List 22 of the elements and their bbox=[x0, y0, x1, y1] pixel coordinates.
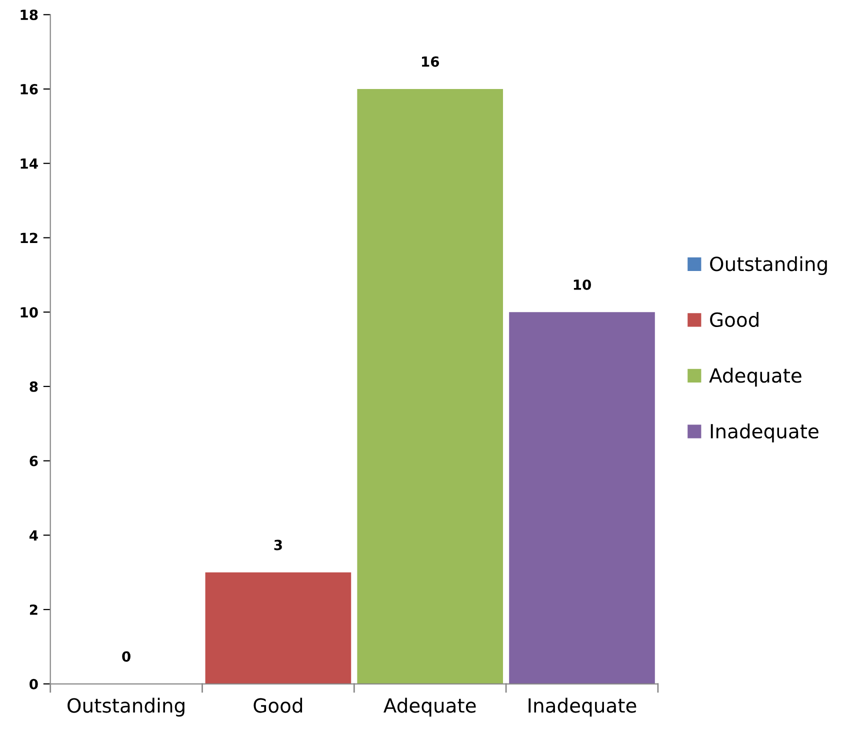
legend-label: Inadequate bbox=[710, 424, 818, 442]
y-tick-label: 4 bbox=[30, 530, 38, 540]
y-tick-label: 14 bbox=[20, 158, 38, 169]
y-tick-label: 16 bbox=[20, 84, 38, 94]
y-tick-label: 8 bbox=[30, 381, 38, 392]
y-tick-label: 18 bbox=[20, 10, 38, 20]
legend-label: Adequate bbox=[709, 368, 802, 387]
x-tick-label: Inadequate bbox=[528, 698, 636, 717]
y-tick-label: 0 bbox=[30, 678, 38, 690]
data-label: 3 bbox=[274, 540, 282, 550]
y-tick-label: 10 bbox=[20, 307, 38, 318]
x-tick-label: Adequate bbox=[384, 698, 476, 717]
x-tick-label: Good bbox=[254, 698, 302, 713]
data-label: 10 bbox=[574, 279, 591, 290]
y-tick-label: 12 bbox=[20, 232, 38, 244]
legend-label: Good bbox=[710, 312, 758, 328]
y-tick-label: 2 bbox=[30, 604, 38, 615]
x-tick-label: Outstanding bbox=[68, 698, 184, 717]
data-label: 0 bbox=[122, 651, 130, 662]
data-label: 16 bbox=[422, 56, 440, 67]
y-tick-label: 6 bbox=[30, 456, 38, 466]
legend-label: Outstanding bbox=[710, 256, 827, 276]
